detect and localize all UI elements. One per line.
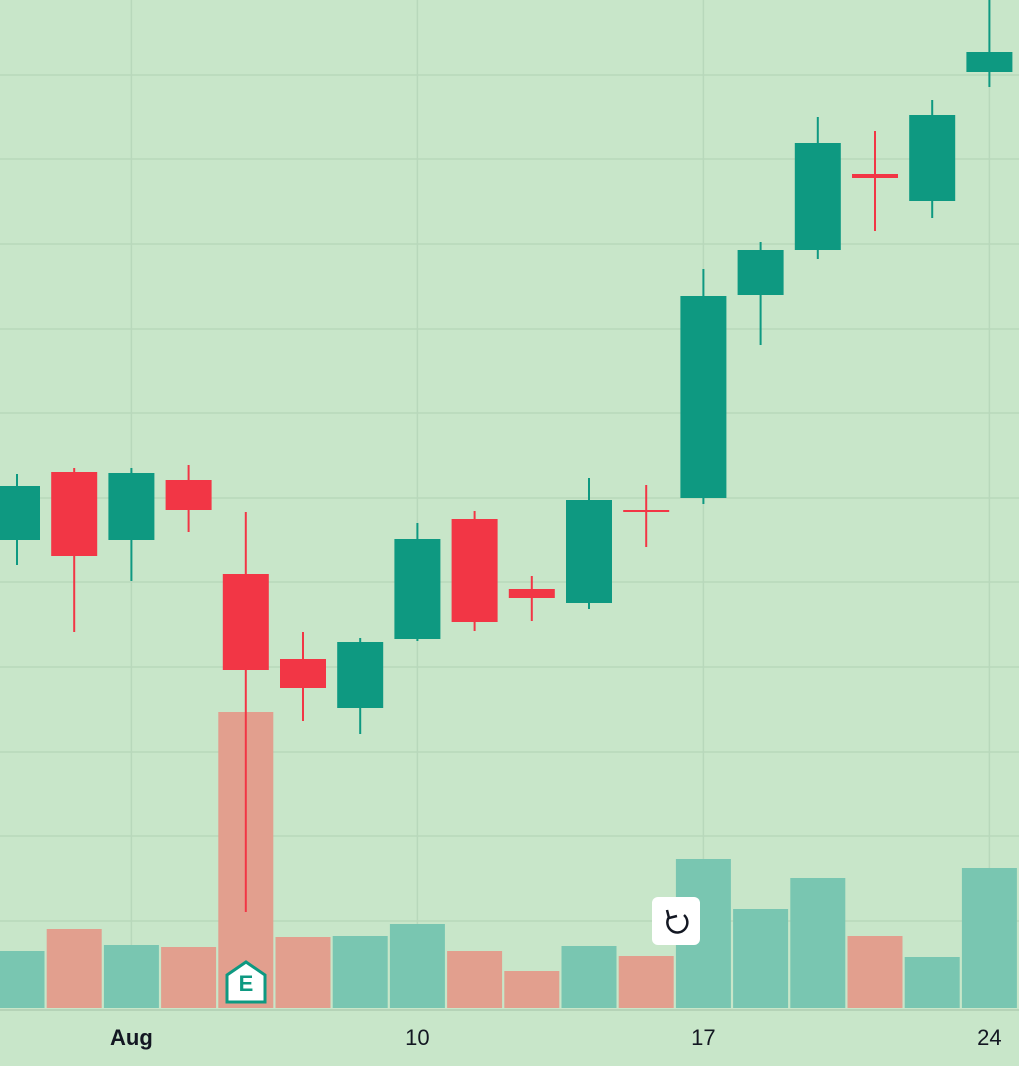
volume-bar: [332, 936, 388, 1008]
candle-body: [966, 52, 1013, 72]
candle-body: [108, 473, 155, 540]
volume-bar: [847, 936, 903, 1008]
candle-body: [737, 250, 784, 295]
volume-bar: [904, 957, 960, 1008]
earnings-marker: E: [225, 960, 267, 1004]
volume-bar: [46, 929, 102, 1008]
x-tick-label: 10: [405, 1025, 429, 1050]
volume-bar: [0, 951, 45, 1008]
candle-body: [508, 589, 555, 598]
volume-bar: [161, 947, 217, 1008]
candle-body: [0, 486, 40, 540]
volume-bar: [389, 924, 445, 1008]
candle-body: [165, 480, 212, 510]
earnings-label: E: [239, 971, 254, 996]
candle-body: [623, 510, 670, 512]
x-tick-label: 17: [691, 1025, 715, 1050]
candle-body: [566, 500, 612, 603]
candle-body: [909, 115, 956, 201]
candle-body: [222, 574, 269, 670]
volume-bar: [447, 951, 503, 1008]
x-tick-label: Aug: [110, 1025, 153, 1050]
candle-body: [451, 519, 498, 622]
volume-bar: [733, 909, 789, 1008]
reset-button[interactable]: [652, 897, 700, 945]
volume-bar: [504, 971, 560, 1008]
candle-body: [280, 659, 326, 688]
volume-bar: [103, 945, 159, 1008]
volume-bar: [561, 946, 617, 1008]
candle-body: [680, 296, 727, 498]
volume-bar: [275, 937, 331, 1008]
candle-body: [794, 143, 841, 250]
candle-body: [337, 642, 384, 708]
x-tick-label: 24: [977, 1025, 1001, 1050]
volume-bar: [618, 956, 674, 1008]
candle-body: [394, 539, 441, 639]
candle-body: [852, 174, 898, 178]
volume-bar: [790, 878, 846, 1008]
volume-bar: [961, 868, 1017, 1008]
candle-body: [51, 472, 98, 556]
